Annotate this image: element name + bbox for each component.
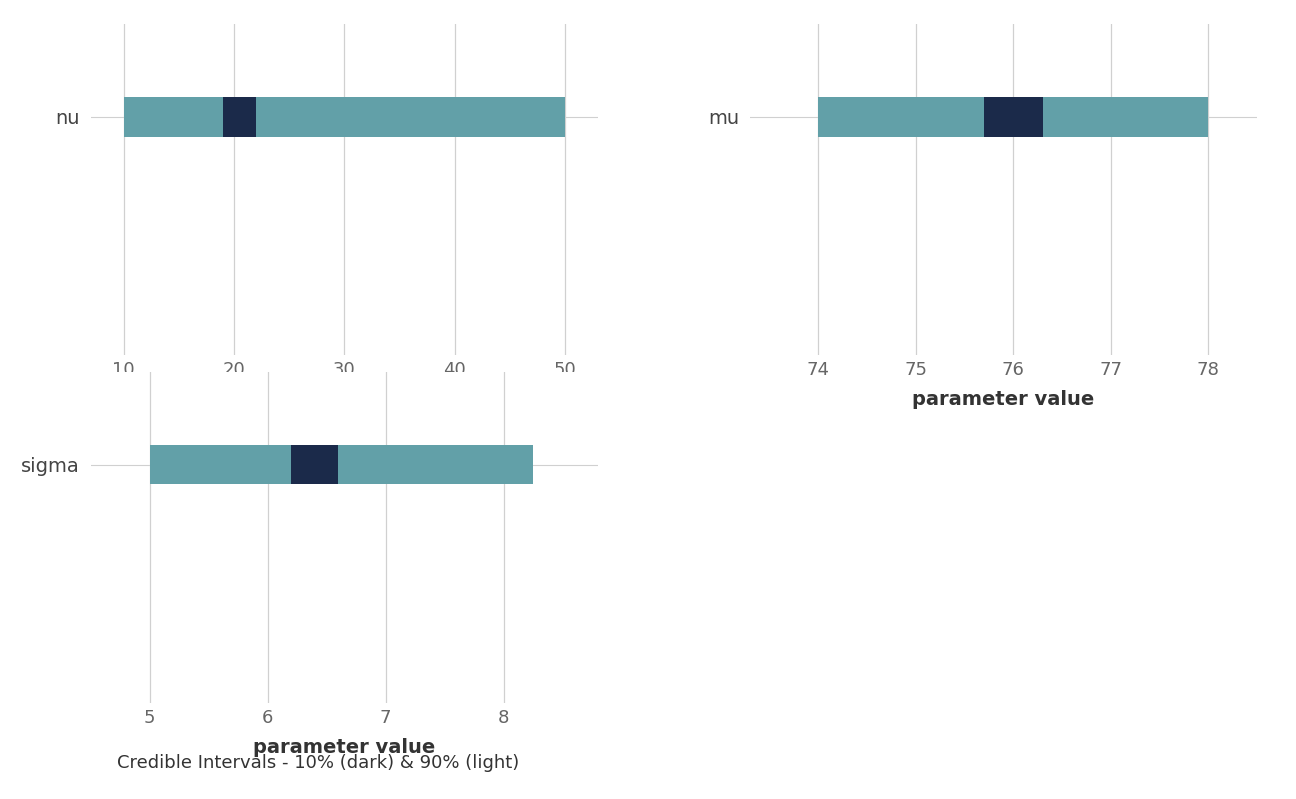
Bar bbox=[124, 97, 565, 137]
X-axis label: parameter value: parameter value bbox=[253, 737, 435, 757]
Text: Credible Intervals - 10% (dark) & 90% (light): Credible Intervals - 10% (dark) & 90% (l… bbox=[117, 754, 518, 772]
Bar bbox=[223, 97, 257, 137]
Bar bbox=[150, 445, 533, 484]
Bar bbox=[818, 97, 1208, 137]
Bar bbox=[984, 97, 1042, 137]
Bar bbox=[292, 445, 338, 484]
X-axis label: parameter value: parameter value bbox=[912, 390, 1095, 409]
X-axis label: parameter value: parameter value bbox=[253, 390, 435, 409]
